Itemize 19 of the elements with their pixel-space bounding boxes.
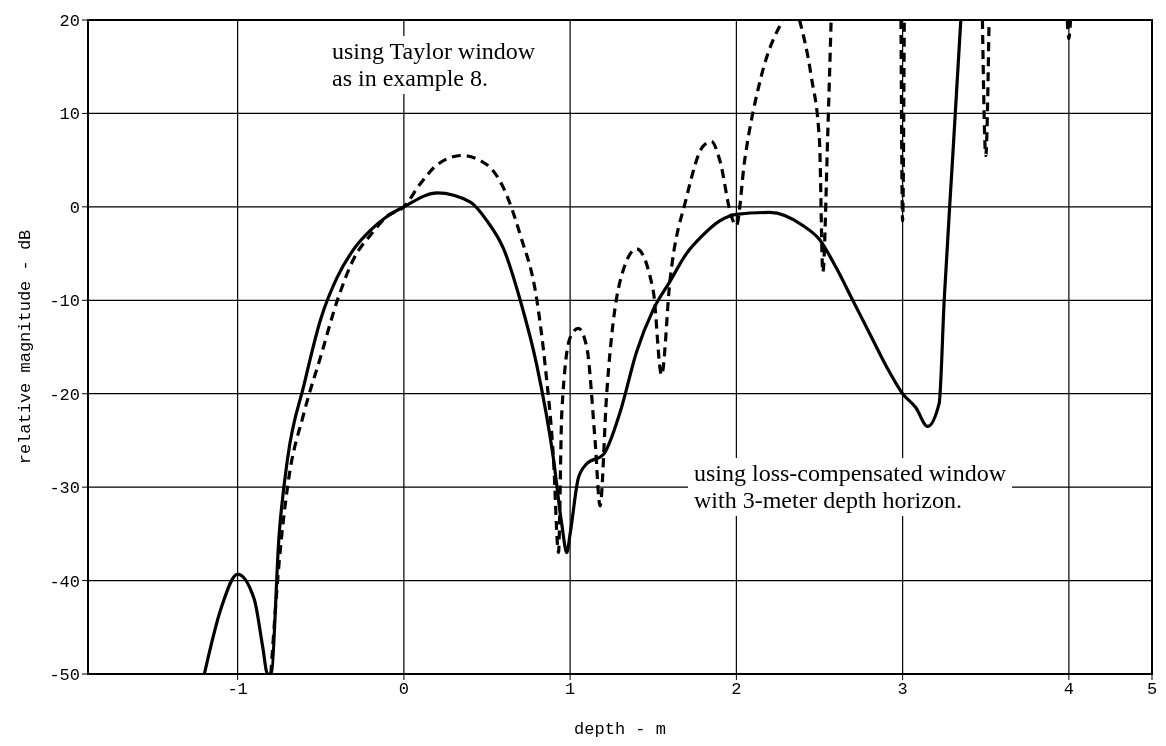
y-tick-label: -50: [49, 666, 80, 686]
y-tick-label: 10: [59, 105, 80, 125]
x-tick-label: 2: [731, 680, 742, 700]
y-tick-label: -40: [49, 572, 80, 592]
x-tick-label: 5: [1146, 680, 1158, 700]
annotation: using Taylor window as in example 8.: [326, 36, 542, 94]
x-tick-label: -1: [227, 680, 248, 700]
x-tick-label: 1: [565, 680, 576, 700]
y-tick-label: -20: [49, 385, 80, 405]
x-tick-label: 0: [398, 680, 409, 700]
y-tick-label: 20: [59, 12, 80, 32]
x-tick-label: 4: [1063, 680, 1074, 700]
x-axis-title: depth - m: [574, 720, 666, 739]
y-axis-title: relative magnitude - dB: [16, 229, 36, 465]
y-tick-label: -30: [49, 479, 80, 499]
x-tick-label: 3: [897, 680, 908, 700]
y-tick-label: 0: [69, 198, 80, 218]
y-tick-label: -10: [49, 292, 80, 312]
annotation: using loss-compensated window with 3-meter depth horizon.: [688, 458, 1012, 516]
